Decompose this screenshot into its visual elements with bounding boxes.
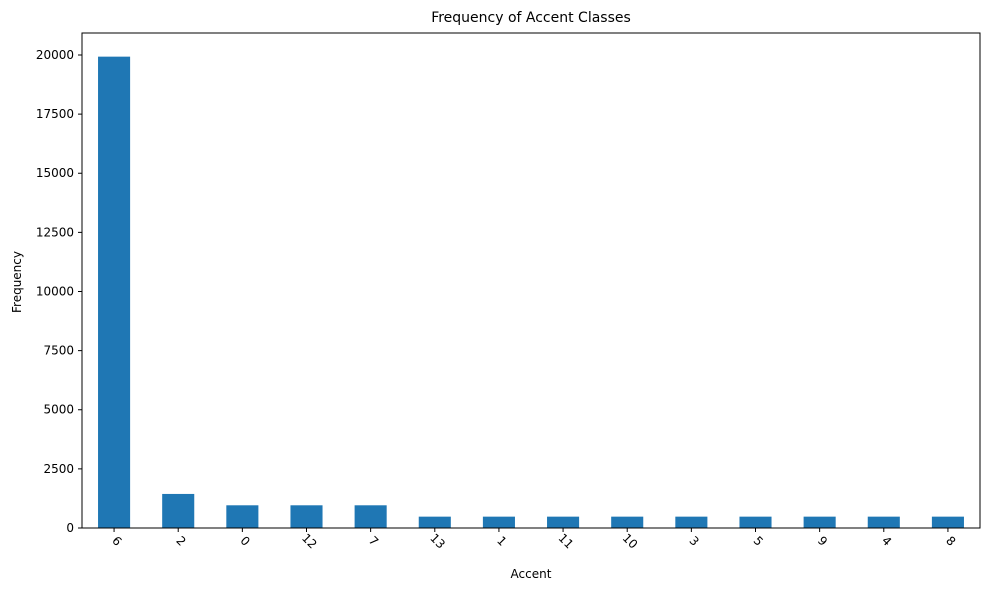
bar-4	[867, 516, 900, 528]
y-tick-label: 0	[66, 521, 74, 535]
bar-9	[803, 516, 836, 528]
y-axis-label: Frequency	[10, 251, 24, 313]
bars-group	[98, 56, 964, 528]
y-tick-label: 20000	[36, 48, 74, 62]
bar-13	[418, 516, 451, 528]
bar-3	[675, 516, 708, 528]
plot-frame	[81, 32, 981, 529]
bar-2	[162, 493, 195, 528]
y-tick-label: 7500	[43, 344, 74, 358]
bar-8	[931, 516, 964, 528]
y-tick-label: 2500	[43, 462, 74, 476]
bar-1	[482, 516, 515, 528]
bar-11	[547, 516, 580, 528]
chart-title: Frequency of Accent Classes	[431, 10, 631, 26]
bar-0	[226, 505, 259, 528]
bar-5	[739, 516, 772, 528]
y-tick-label: 15000	[36, 166, 74, 180]
bar-12	[290, 505, 323, 528]
y-axis-ticks: 0 2500 5000 7500 10000 12500 15000 17500 20000	[36, 48, 82, 535]
y-tick-label: 12500	[36, 225, 74, 239]
x-axis-label: Accent	[511, 567, 552, 581]
y-tick-label: 5000	[43, 403, 74, 417]
bar-10	[611, 516, 644, 528]
y-tick-label: 17500	[36, 107, 74, 121]
bar-7	[354, 505, 387, 528]
y-tick-label: 10000	[36, 284, 74, 298]
bar-6	[98, 56, 131, 528]
